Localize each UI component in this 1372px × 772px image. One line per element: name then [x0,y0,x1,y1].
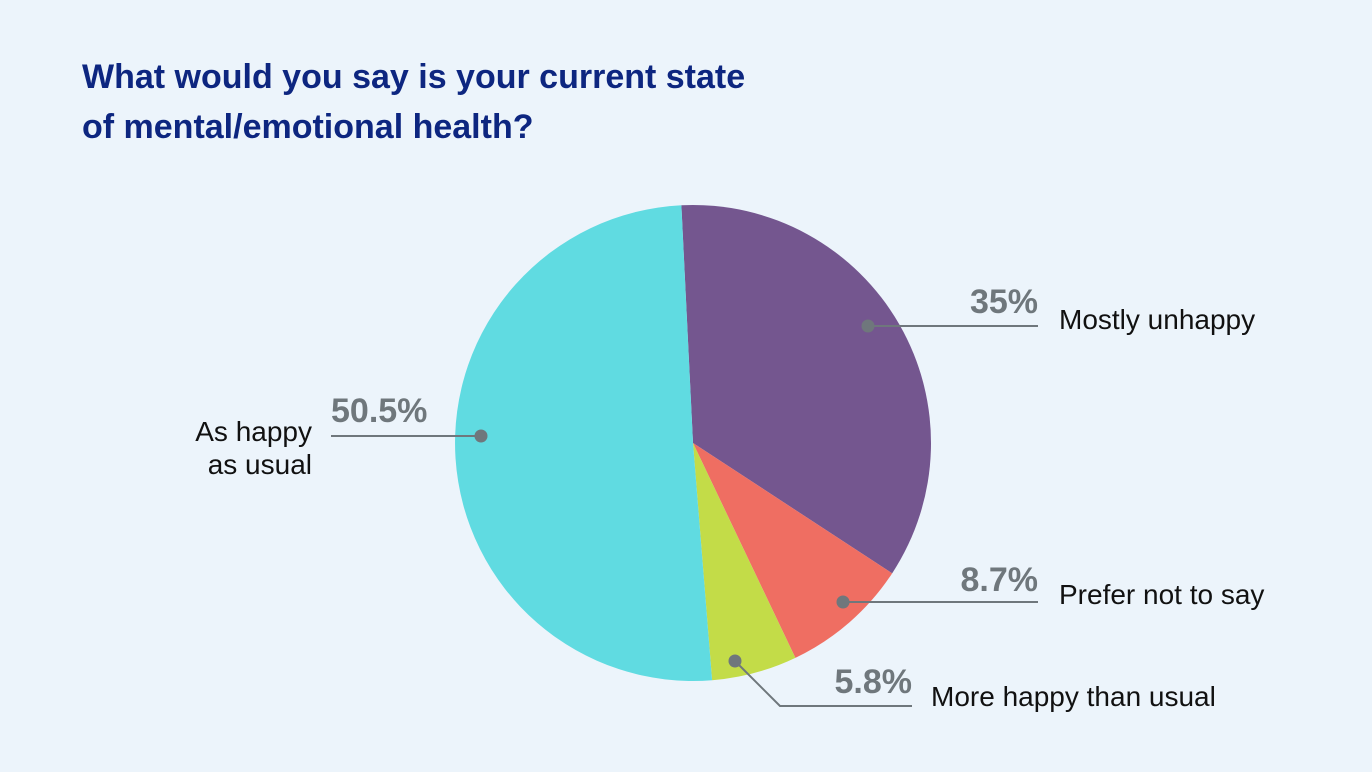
leader-line-more-happy-than-usual [734,660,912,707]
category-label-prefer-not-to-say: Prefer not to say [1059,579,1264,610]
value-label-as-happy-as-usual: 50.5% [331,392,427,430]
category-label-as-happy-as-usual-line-2: as usual [208,449,312,480]
pie-slice-mostly-unhappy [681,204,932,574]
value-label-more-happy-than-usual: 5.8% [835,663,913,701]
leader-dot-mostly-unhappy [861,319,875,333]
leader-dot-more-happy-than-usual [728,654,742,668]
category-label-as-happy-as-usual-line-1: As happy [195,416,312,447]
leader-dot-prefer-not-to-say [836,595,850,609]
pie-slice-more-happy-than-usual [693,443,796,681]
chart-title-line-1: What would you say is your current state [82,58,746,96]
pie-callouts: 35% Mostly unhappy 8.7% Prefer not to sa… [195,283,1264,712]
category-label-more-happy-than-usual: More happy than usual [931,681,1216,712]
pie-slice-as-happy-as-usual [455,205,713,681]
chart-title: What would you say is your current state… [82,52,882,152]
category-label-mostly-unhappy: Mostly unhappy [1059,304,1255,335]
value-label-prefer-not-to-say: 8.7% [961,561,1039,599]
value-label-mostly-unhappy: 35% [970,283,1038,321]
chart-title-line-2: of mental/emotional health? [82,108,534,146]
leader-dot-as-happy-as-usual [474,429,488,443]
pie-slices [455,204,932,681]
